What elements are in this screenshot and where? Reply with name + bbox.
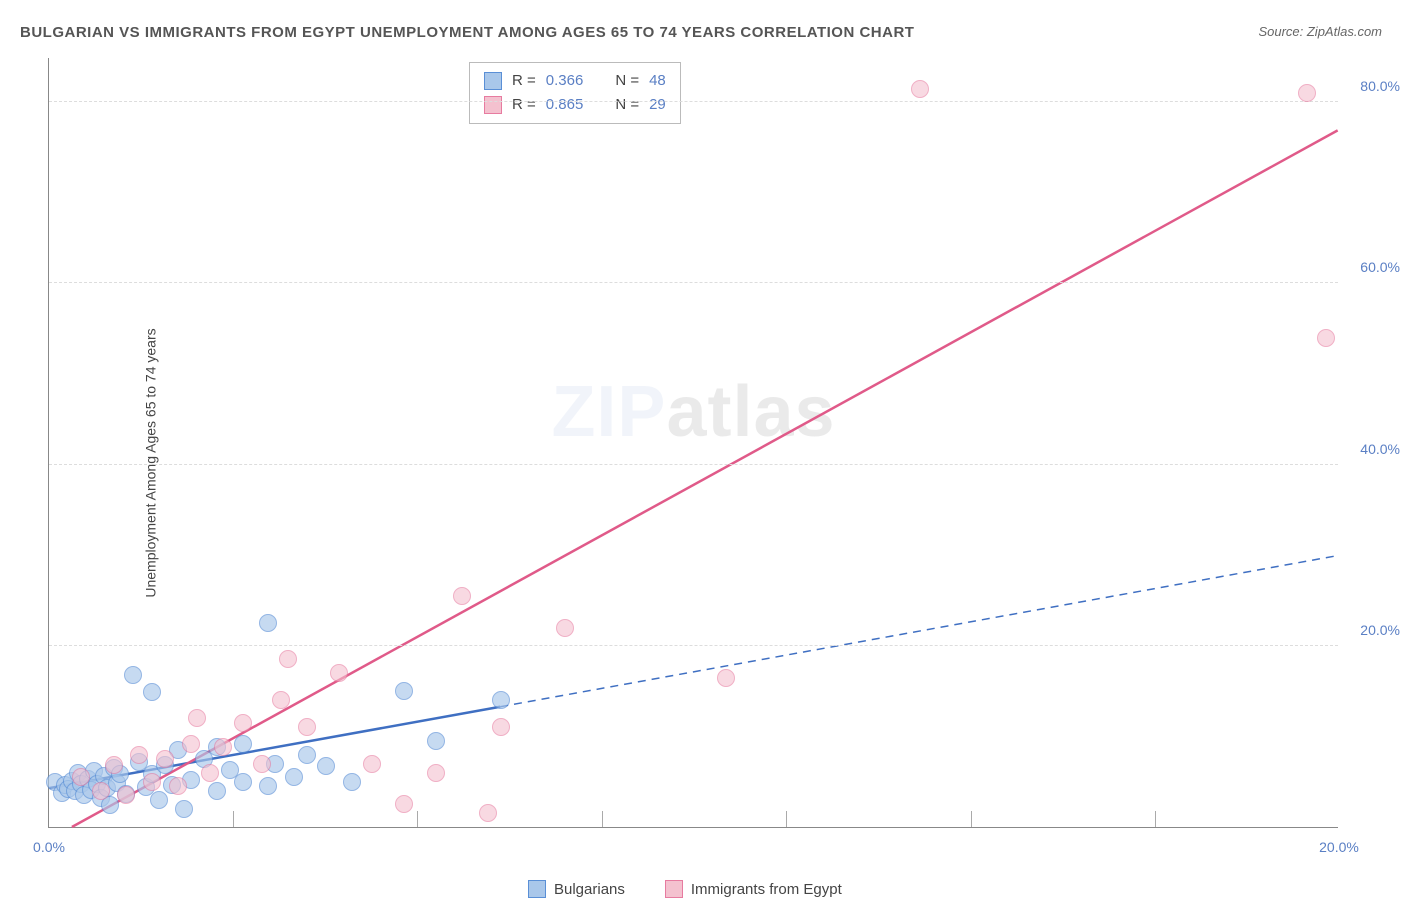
scatter-point: [253, 755, 271, 773]
y-tick-label: 40.0%: [1360, 441, 1400, 457]
chart-title: BULGARIAN VS IMMIGRANTS FROM EGYPT UNEMP…: [20, 24, 914, 41]
scatter-point: [124, 666, 142, 684]
scatter-point: [130, 746, 148, 764]
scatter-point: [556, 619, 574, 637]
scatter-point: [150, 791, 168, 809]
scatter-point: [234, 773, 252, 791]
y-tick-label: 80.0%: [1360, 78, 1400, 94]
x-minor-tick: [971, 811, 972, 827]
x-minor-tick: [1155, 811, 1156, 827]
r-value: 0.865: [546, 93, 584, 117]
scatter-point: [92, 782, 110, 800]
scatter-point: [285, 768, 303, 786]
scatter-point: [395, 682, 413, 700]
scatter-point: [717, 669, 735, 687]
n-label: N =: [615, 93, 639, 117]
n-label: N =: [615, 69, 639, 93]
x-minor-tick: [233, 811, 234, 827]
scatter-point: [343, 773, 361, 791]
bottom-legend: Bulgarians Immigrants from Egypt: [528, 880, 842, 898]
trend-lines: [49, 58, 1338, 827]
scatter-point: [1298, 84, 1316, 102]
scatter-point: [143, 683, 161, 701]
series-swatch: [484, 72, 502, 90]
scatter-point: [317, 757, 335, 775]
x-minor-tick: [786, 811, 787, 827]
n-value: 48: [649, 69, 666, 93]
x-minor-tick: [602, 811, 603, 827]
scatter-point: [156, 750, 174, 768]
scatter-point: [492, 718, 510, 736]
scatter-point: [259, 614, 277, 632]
scatter-point: [363, 755, 381, 773]
scatter-point: [479, 804, 497, 822]
r-value: 0.366: [546, 69, 584, 93]
scatter-point: [175, 800, 193, 818]
legend-label: Immigrants from Egypt: [691, 881, 842, 898]
plot-area: ZIPatlas R =0.366N =48R =0.865N =29 20.0…: [48, 58, 1338, 828]
gridline-horizontal: [49, 645, 1338, 646]
scatter-point: [208, 782, 226, 800]
x-tick-label: 20.0%: [1319, 839, 1359, 855]
source-label: Source: ZipAtlas.com: [1258, 24, 1382, 39]
y-tick-label: 60.0%: [1360, 259, 1400, 275]
r-label: R =: [512, 93, 536, 117]
legend-item: Immigrants from Egypt: [665, 880, 842, 898]
scatter-point: [72, 768, 90, 786]
scatter-point: [188, 709, 206, 727]
gridline-horizontal: [49, 464, 1338, 465]
scatter-point: [298, 746, 316, 764]
x-tick-label: 0.0%: [33, 839, 65, 855]
trend-line: [72, 130, 1338, 827]
x-minor-tick: [417, 811, 418, 827]
scatter-point: [182, 735, 200, 753]
scatter-point: [453, 587, 471, 605]
chart-container: Unemployment Among Ages 65 to 74 years Z…: [48, 58, 1368, 868]
scatter-point: [169, 777, 187, 795]
scatter-point: [330, 664, 348, 682]
scatter-point: [234, 735, 252, 753]
scatter-point: [492, 691, 510, 709]
stats-box: R = 0.366 N = 48 R = 0.865 N = 29: [469, 62, 681, 124]
scatter-point: [105, 756, 123, 774]
legend-swatch: [665, 880, 683, 898]
series-swatch: [484, 96, 502, 114]
legend-label: Bulgarians: [554, 881, 625, 898]
scatter-point: [279, 650, 297, 668]
legend-swatch: [528, 880, 546, 898]
scatter-point: [214, 738, 232, 756]
trend-line-dashed: [500, 556, 1337, 707]
scatter-point: [427, 732, 445, 750]
gridline-horizontal: [49, 101, 1338, 102]
scatter-point: [201, 764, 219, 782]
n-value: 29: [649, 93, 666, 117]
scatter-point: [427, 764, 445, 782]
scatter-point: [1317, 329, 1335, 347]
scatter-point: [395, 795, 413, 813]
scatter-point: [117, 786, 135, 804]
gridline-horizontal: [49, 282, 1338, 283]
legend-item: Bulgarians: [528, 880, 625, 898]
stats-row: R = 0.366 N = 48: [484, 69, 666, 93]
scatter-point: [234, 714, 252, 732]
scatter-point: [143, 773, 161, 791]
r-label: R =: [512, 69, 536, 93]
y-tick-label: 20.0%: [1360, 622, 1400, 638]
stats-row: R = 0.865 N = 29: [484, 93, 666, 117]
scatter-point: [259, 777, 277, 795]
scatter-point: [272, 691, 290, 709]
scatter-point: [911, 80, 929, 98]
scatter-point: [298, 718, 316, 736]
